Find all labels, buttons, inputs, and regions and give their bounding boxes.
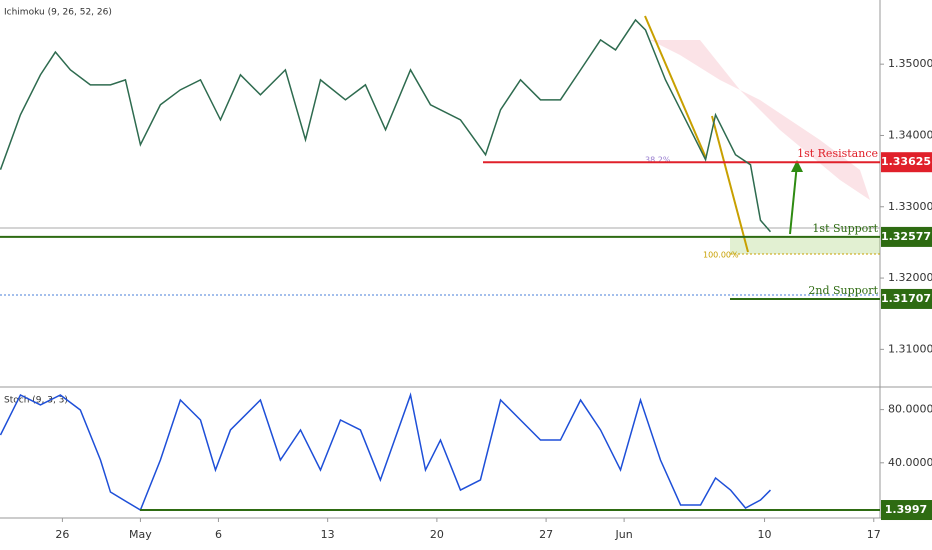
level-box: [881, 152, 932, 173]
x-tick-label: May: [129, 528, 152, 541]
x-tick-label: 6: [215, 528, 222, 541]
level-box: [881, 288, 932, 309]
y-tick-label: 1.33000: [888, 200, 932, 213]
y-tick-label: 40.0000: [888, 456, 932, 469]
x-tick-label: 13: [321, 528, 335, 541]
indicator-title: Stoch (9, 3, 3): [4, 396, 68, 406]
y-tick-label: 1.35000: [888, 57, 932, 70]
series-line: [0, 392, 771, 512]
arrow-head: [791, 160, 803, 172]
y-tick-label: 1.34000: [888, 128, 932, 141]
level-box: [881, 500, 932, 521]
level-name: 2nd Support: [808, 284, 878, 297]
level-box: [881, 226, 932, 247]
level-name: 1st Support: [812, 222, 878, 235]
y-tick-label: 1.31000: [888, 342, 932, 355]
indicator-title: Ichimoku (9, 26, 52, 26): [4, 8, 112, 18]
fib-label: 100.00%: [703, 251, 739, 260]
wave-arrow: [644, 15, 707, 159]
y-tick-label: 80.0000: [888, 403, 932, 416]
level-value: 1.31707: [881, 292, 931, 305]
x-tick-label: 20: [430, 528, 444, 541]
support-zone: [730, 236, 880, 254]
x-tick-label: Jun: [615, 528, 633, 541]
y-tick-label: 1.32000: [888, 271, 932, 284]
series-line: [0, 18, 772, 233]
fib-label: 38.2%: [645, 156, 671, 165]
wave-arrow: [711, 115, 749, 253]
x-tick-label: 10: [758, 528, 772, 541]
level-value: 1.32577: [881, 230, 931, 243]
level-value: 1.33625: [881, 155, 931, 168]
cloud: [650, 40, 870, 200]
level-label: 1.3997: [885, 503, 927, 516]
x-tick-label: 27: [539, 528, 553, 541]
x-tick-label: 26: [55, 528, 69, 541]
projection-arrow: [789, 163, 798, 235]
x-tick-label: 17: [867, 528, 881, 541]
level-name: 1st Resistance: [797, 147, 878, 160]
